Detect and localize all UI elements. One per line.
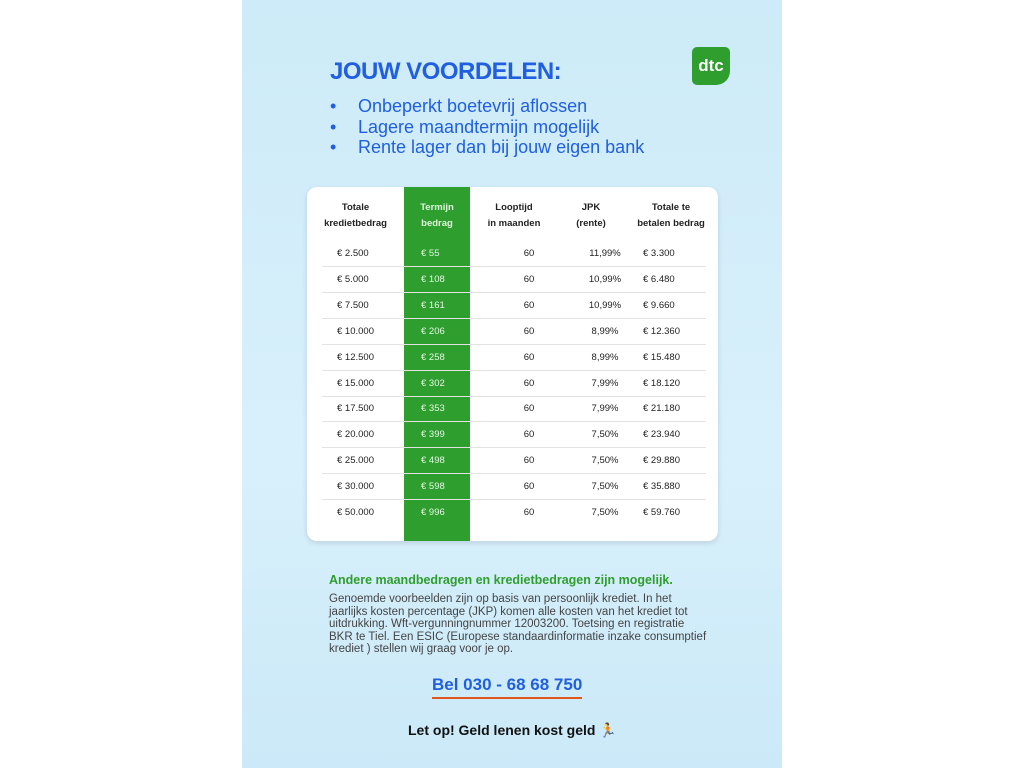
table-cell: 60 [523,299,535,311]
note-heading: Andere maandbedragen en kredietbedragen … [329,573,673,587]
table-cell: € 10.000 [337,325,374,337]
table-row: € 15.000 € 302 60 7,99% € 18.120 [322,371,706,397]
column-header: Looptijd in maanden [487,202,541,229]
table-cell: 60 [523,248,535,259]
table-row: € 2.500 € 55 60 11,99% € 3.300 [322,241,706,267]
table-cell: 60 [523,455,535,467]
phone-link[interactable]: Bel 030 - 68 68 750 [432,675,583,699]
column-header: Termijn bedrag [420,202,454,229]
warning-text: Let op! Geld lenen kost geld 🏃 [408,722,617,738]
column-header: JPK (rente) [576,202,606,229]
highlight-column [404,187,470,541]
table-cell: 7,50% [591,507,619,518]
table-cell: € 21.180 [643,403,680,415]
table-cell: € 35.880 [643,481,680,493]
table-cell: 60 [523,507,535,518]
table-cell: 7,50% [591,429,619,441]
table-cell: € 12.360 [643,325,680,337]
benefits-list: • Onbeperkt boetevrij aflossen • Lagere ma… [330,96,644,158]
table-cell: € 59.760 [643,507,680,518]
table-cell: € 18.120 [643,377,680,389]
table-cell: € 50.000 [337,507,374,518]
flyer-page: JOUW VOORDELEN: dtc • Onbeperkt boetevrij… [242,0,782,768]
table-cell: € 17.500 [337,403,374,415]
table-cell: € 25.000 [337,455,374,467]
table-row: € 25.000 € 498 60 7,50% € 29.880 [322,448,706,475]
table-cell: € 12.500 [337,351,374,363]
table-cell: € 498 [421,455,445,467]
table-row: € 20.000 € 399 60 7,50% € 23.940 [322,422,706,449]
table-row: € 50.000 € 996 60 7,50% € 59.760 [322,500,706,526]
table-cell: 8,99% [591,325,619,337]
table-cell: € 353 [421,403,445,415]
table-cell: € 108 [421,273,445,285]
column-header: Totale te betalen bedrag [637,202,705,229]
table-cell: 10,99% [588,273,622,285]
table-row: € 30.000 € 598 60 7,50% € 35.880 [322,474,706,501]
table-cell: 7,50% [591,455,619,467]
loan-table: Totale kredietbedrag Termijn bedrag Looptijd… [307,187,718,541]
table-cell: € 996 [421,507,445,518]
table-cell: 10,99% [588,299,622,311]
table-cell: € 5.000 [337,273,369,285]
table-cell: 60 [523,429,535,441]
table-row: € 17.500 € 353 60 7,99% € 21.180 [322,396,706,423]
table-cell: € 161 [421,299,445,311]
table-cell: 60 [523,325,535,337]
table-row: € 10.000 € 206 60 8,99% € 12.360 [322,319,706,345]
table-cell: 60 [523,377,535,389]
table-cell: € 15.480 [643,351,680,363]
table-cell: € 9.660 [643,299,675,311]
table-cell: € 258 [421,351,445,363]
table-row: € 12.500 € 258 60 8,99% € 15.480 [322,345,706,371]
table-cell: 60 [523,351,535,363]
table-cell: € 30.000 [337,481,374,493]
page-title: JOUW VOORDELEN: [330,58,562,85]
table-cell: 60 [523,273,535,285]
disclaimer-text: Genoemde voorbeelden zijn op basis van p… [329,593,707,655]
table-cell: € 55 [421,248,440,259]
table-cell: € 15.000 [337,377,374,389]
table-cell: € 302 [421,377,445,389]
table-cell: € 23.940 [643,429,680,441]
table-cell: 7,99% [591,403,619,415]
table-cell: 60 [523,403,535,415]
table-cell: 60 [523,481,535,493]
table-cell: 7,50% [591,481,619,493]
table-cell: € 7.500 [337,299,369,311]
table-cell: 11,99% [589,248,621,259]
dtc-logo: dtc [692,47,730,85]
benefit-item: • Rente lager dan bij jouw eigen bank [330,137,645,157]
table-cell: € 20.000 [337,429,374,441]
benefit-item: • Onbeperkt boetevrij aflossen [330,96,588,116]
table-row: € 5.000 € 108 60 10,99% € 6.480 [322,267,706,293]
benefit-item: • Lagere maandtermijn mogelijk [330,116,600,137]
table-cell: € 399 [421,429,445,441]
table-cell: € 3.300 [643,248,675,259]
table-cell: 8,99% [591,351,619,363]
table-cell: € 598 [421,481,445,493]
table-cell: € 2.500 [337,248,369,259]
table-cell: € 6.480 [643,273,675,285]
table-cell: € 206 [421,325,445,337]
table-row: € 7.500 € 161 60 10,99% € 9.660 [322,293,706,319]
running-figure-icon: 🏃 [599,722,617,738]
table-cell: 7,99% [591,377,619,389]
table-cell: € 29.880 [643,455,680,467]
column-header: Totale kredietbedrag [324,202,387,229]
